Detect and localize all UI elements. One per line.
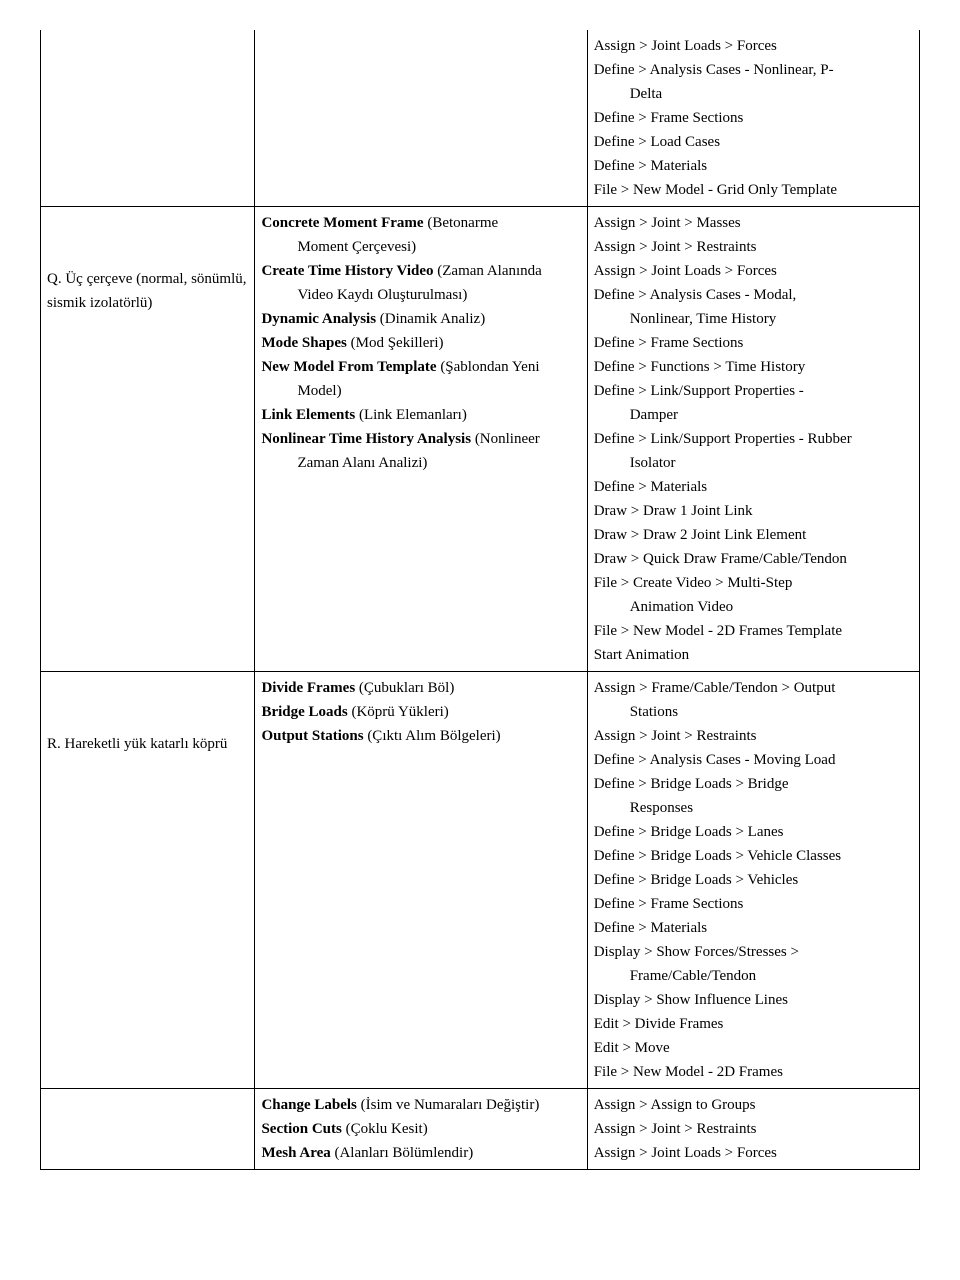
text-line: Output Stations (Çıktı Alım Bölgeleri) bbox=[261, 724, 580, 748]
text-line: Define > Bridge Loads > Vehicles bbox=[594, 868, 913, 892]
text-line: Draw > Quick Draw Frame/Cable/Tendon bbox=[594, 547, 913, 571]
cell-r3c3: Assign > Assign to GroupsAssign > Joint … bbox=[587, 1089, 919, 1170]
cell-r0c3: Assign > Joint Loads > ForcesDefine > An… bbox=[587, 30, 919, 207]
text-line: Define > Load Cases bbox=[594, 130, 913, 154]
text-line: Section Cuts (Çoklu Kesit) bbox=[261, 1117, 580, 1141]
text-line: Define > Bridge Loads > Lanes bbox=[594, 820, 913, 844]
text-line: Define > Bridge Loads > Bridge bbox=[594, 772, 913, 796]
text-line: Animation Video bbox=[594, 595, 913, 619]
text-line: Draw > Draw 1 Joint Link bbox=[594, 499, 913, 523]
text-line: Change Labels (İsim ve Numaraları Değişt… bbox=[261, 1093, 580, 1117]
text-line: Create Time History Video (Zaman Alanınd… bbox=[261, 259, 580, 283]
text-line: Bridge Loads (Köprü Yükleri) bbox=[261, 700, 580, 724]
text-line: File > Create Video > Multi-Step bbox=[594, 571, 913, 595]
text-line: Assign > Frame/Cable/Tendon > Output bbox=[594, 676, 913, 700]
text-line: Link Elements (Link Elemanları) bbox=[261, 403, 580, 427]
text-line: Edit > Move bbox=[594, 1036, 913, 1060]
text-line: Mode Shapes (Mod Şekilleri) bbox=[261, 331, 580, 355]
text-line: Nonlinear Time History Analysis (Nonline… bbox=[261, 427, 580, 451]
text-line: Display > Show Influence Lines bbox=[594, 988, 913, 1012]
text-line: Divide Frames (Çubukları Böl) bbox=[261, 676, 580, 700]
text-line: Isolator bbox=[594, 451, 913, 475]
text-line: Assign > Joint Loads > Forces bbox=[594, 1141, 913, 1165]
cell-r1c2: Concrete Moment Frame (BetonarmeMoment Ç… bbox=[255, 207, 587, 672]
reference-table: Assign > Joint Loads > ForcesDefine > An… bbox=[40, 30, 920, 1170]
text-line: File > New Model - 2D Frames bbox=[594, 1060, 913, 1084]
text-line: Responses bbox=[594, 796, 913, 820]
text-line: Define > Bridge Loads > Vehicle Classes bbox=[594, 844, 913, 868]
cell-r2c3: Assign > Frame/Cable/Tendon > OutputStat… bbox=[587, 672, 919, 1089]
cell-r1c3: Assign > Joint > MassesAssign > Joint > … bbox=[587, 207, 919, 672]
cell-r3c2: Change Labels (İsim ve Numaraları Değişt… bbox=[255, 1089, 587, 1170]
text-line: New Model From Template (Şablondan Yeni bbox=[261, 355, 580, 379]
text-line: Frame/Cable/Tendon bbox=[594, 964, 913, 988]
table-row: Q. Üç çerçeve (normal, sönümlü, sismik i… bbox=[41, 207, 920, 672]
text-line: Mesh Area (Alanları Bölümlendir) bbox=[261, 1141, 580, 1165]
text-line: Define > Link/Support Properties - Rubbe… bbox=[594, 427, 913, 451]
text-line: Assign > Joint > Restraints bbox=[594, 724, 913, 748]
cell-r2c2: Divide Frames (Çubukları Böl)Bridge Load… bbox=[255, 672, 587, 1089]
text-line: Start Animation bbox=[594, 643, 913, 667]
text-line: File > New Model - 2D Frames Template bbox=[594, 619, 913, 643]
text-line: Define > Frame Sections bbox=[594, 892, 913, 916]
text-line: Define > Link/Support Properties - bbox=[594, 379, 913, 403]
text-line: Define > Materials bbox=[594, 154, 913, 178]
cell-r2c1: R. Hareketli yük katarlı köprü bbox=[41, 672, 255, 1089]
text-line: Dynamic Analysis (Dinamik Analiz) bbox=[261, 307, 580, 331]
text-line: Assign > Joint > Restraints bbox=[594, 235, 913, 259]
text-line: Define > Frame Sections bbox=[594, 331, 913, 355]
text-line: File > New Model - Grid Only Template bbox=[594, 178, 913, 202]
text-line: Define > Analysis Cases - Moving Load bbox=[594, 748, 913, 772]
text-line: Moment Çerçevesi) bbox=[261, 235, 580, 259]
text-line: Define > Materials bbox=[594, 916, 913, 940]
cell-r1c1: Q. Üç çerçeve (normal, sönümlü, sismik i… bbox=[41, 207, 255, 672]
text-line: Nonlinear, Time History bbox=[594, 307, 913, 331]
text-line: Display > Show Forces/Stresses > bbox=[594, 940, 913, 964]
text-line: Define > Materials bbox=[594, 475, 913, 499]
text-line: Stations bbox=[594, 700, 913, 724]
text-line: Assign > Joint > Restraints bbox=[594, 1117, 913, 1141]
text-line: Define > Analysis Cases - Modal, bbox=[594, 283, 913, 307]
text-line: Zaman Alanı Analizi) bbox=[261, 451, 580, 475]
table-row: Assign > Joint Loads > ForcesDefine > An… bbox=[41, 30, 920, 207]
cell-r0c1 bbox=[41, 30, 255, 207]
cell-r0c2 bbox=[255, 30, 587, 207]
text-line: Assign > Joint > Masses bbox=[594, 211, 913, 235]
text-line: Edit > Divide Frames bbox=[594, 1012, 913, 1036]
text-line: Model) bbox=[261, 379, 580, 403]
text-line: Concrete Moment Frame (Betonarme bbox=[261, 211, 580, 235]
text-line: Define > Frame Sections bbox=[594, 106, 913, 130]
table-row: Change Labels (İsim ve Numaraları Değişt… bbox=[41, 1089, 920, 1170]
text-line: Damper bbox=[594, 403, 913, 427]
text-line: Assign > Joint Loads > Forces bbox=[594, 34, 913, 58]
cell-r3c1 bbox=[41, 1089, 255, 1170]
text-line: Assign > Assign to Groups bbox=[594, 1093, 913, 1117]
text-line: Assign > Joint Loads > Forces bbox=[594, 259, 913, 283]
text-line: Video Kaydı Oluşturulması) bbox=[261, 283, 580, 307]
text-line: Define > Analysis Cases - Nonlinear, P- bbox=[594, 58, 913, 82]
table-row: R. Hareketli yük katarlı köprü Divide Fr… bbox=[41, 672, 920, 1089]
text-line: Define > Functions > Time History bbox=[594, 355, 913, 379]
text-line: Draw > Draw 2 Joint Link Element bbox=[594, 523, 913, 547]
text-line: Delta bbox=[594, 82, 913, 106]
